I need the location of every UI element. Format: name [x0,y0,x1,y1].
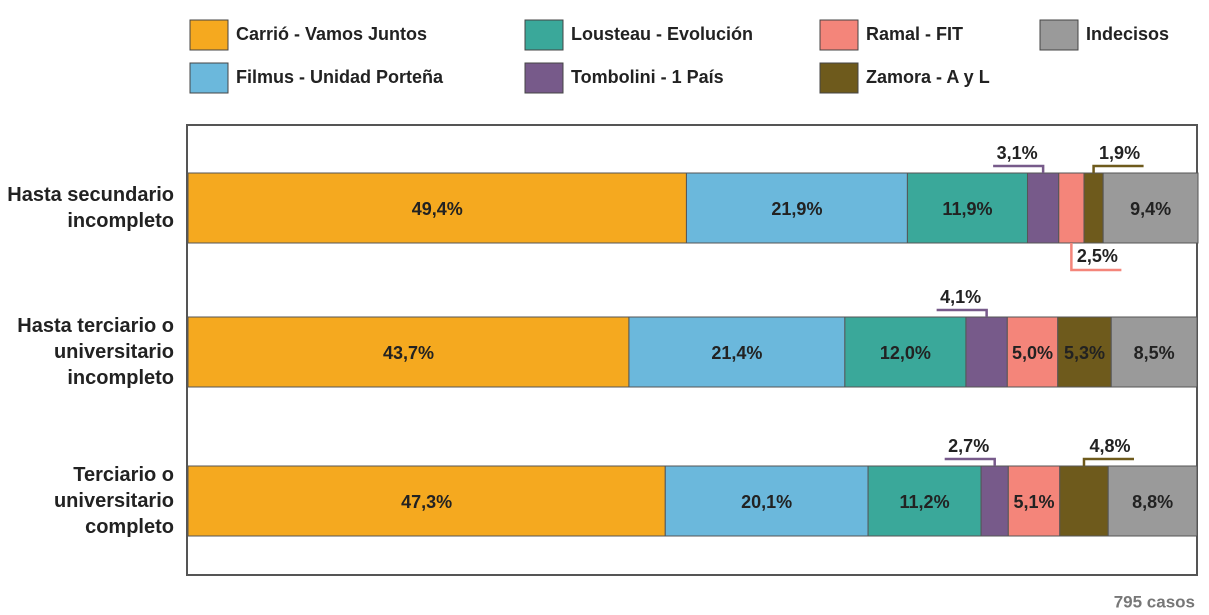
bar-segment [1026,172,1060,244]
value-label: 2,7% [948,436,989,456]
bar-segment [187,316,630,388]
legend-label: Ramal - FIT [866,24,963,44]
bar-segment [628,316,846,388]
value-label: 9,4% [1130,199,1171,219]
bar-segment [965,316,1008,388]
bar-segment [1057,316,1112,388]
leader-line [1092,164,1144,173]
bar-segment [1058,172,1085,244]
leader-line [944,457,996,466]
legend-label: Filmus - Unidad Porteña [236,67,444,87]
leader-line [1082,457,1134,466]
bar-segment [685,172,908,244]
value-label: 2,5% [1077,246,1118,266]
legend-swatch [189,62,229,94]
bar-segment [1107,465,1198,537]
bar-segment [187,172,687,244]
category-label: Terciario o universitario completo [53,464,174,538]
category-label: Hasta secundario incompleto [7,184,174,232]
value-label: 20,1% [741,492,792,512]
value-label: 5,3% [1064,343,1105,363]
category-label: Hasta terciario o universitario incomple… [17,315,174,389]
legend-label: Indecisos [1086,24,1169,44]
legend-swatch [524,19,564,51]
bar-segment [1006,316,1059,388]
legend-swatch [819,19,859,51]
value-label: 5,1% [1014,492,1055,512]
bar-segment [1059,465,1109,537]
legend-label: Carrió - Vamos Juntos [236,24,427,44]
value-label: 4,8% [1089,436,1130,456]
value-label: 47,3% [401,492,452,512]
value-label: 8,5% [1134,343,1175,363]
legend-label: Tombolini - 1 País [571,67,724,87]
bar-segment [1102,172,1199,244]
bar-segment [187,465,666,537]
value-label: 21,9% [771,199,822,219]
note: 795 casos [1114,592,1195,611]
bar-segment [844,316,967,388]
bar-segment [980,465,1009,537]
value-label: 11,2% [900,492,950,512]
value-label: 49,4% [412,199,463,219]
leader-line [993,164,1045,173]
value-label: 4,1% [940,287,981,307]
legend-swatch [524,62,564,94]
value-label: 11,9% [942,199,992,219]
legend-swatch [1039,19,1079,51]
value-label: 5,0% [1012,343,1053,363]
legend-swatch [819,62,859,94]
bar-segment [867,465,982,537]
leader-line [936,308,988,317]
value-label: 1,9% [1099,143,1140,163]
bar-segment [1083,172,1104,244]
legend-label: Zamora - A y L [866,67,990,87]
value-label: 3,1% [997,143,1038,163]
legend-label: Lousteau - Evolución [571,24,753,44]
value-label: 12,0% [880,343,931,363]
value-label: 43,7% [383,343,434,363]
legend-swatch [189,19,229,51]
value-label: 8,8% [1132,492,1173,512]
bar-segment [664,465,869,537]
leader-line [1070,243,1122,272]
value-label: 21,4% [711,343,762,363]
bar-segment [1007,465,1061,537]
bar-segment [1110,316,1198,388]
